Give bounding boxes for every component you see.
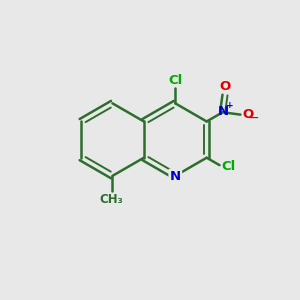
Text: Cl: Cl: [222, 160, 236, 172]
Text: +: +: [226, 101, 233, 110]
Text: N: N: [170, 170, 181, 183]
Text: N: N: [218, 105, 229, 118]
Text: CH₃: CH₃: [100, 193, 123, 206]
Text: O: O: [242, 108, 253, 121]
Text: −: −: [247, 111, 259, 124]
Text: O: O: [219, 80, 231, 93]
Text: Cl: Cl: [168, 74, 182, 87]
